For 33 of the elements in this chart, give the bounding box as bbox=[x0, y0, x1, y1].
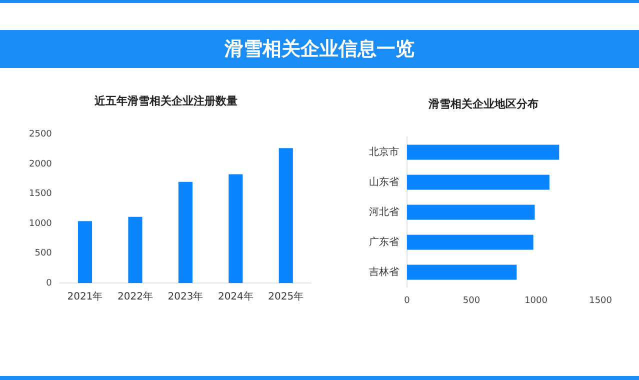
y-tick-label: 1000 bbox=[29, 218, 52, 229]
y-tick-label: 河北省 bbox=[369, 206, 399, 218]
x-tick-label: 2021年 bbox=[67, 290, 103, 303]
x-tick-label: 0 bbox=[404, 296, 410, 306]
x-tick-label: 2025年 bbox=[268, 290, 304, 303]
bar bbox=[78, 221, 92, 283]
bar bbox=[407, 144, 560, 160]
y-tick-label: 广东省 bbox=[369, 236, 399, 248]
y-tick-label: 北京市 bbox=[369, 146, 399, 158]
y-tick-label: 山东省 bbox=[369, 176, 399, 188]
x-tick-label: 1000 bbox=[524, 296, 548, 306]
bar bbox=[407, 234, 534, 250]
x-tick-label: 500 bbox=[462, 296, 480, 306]
y-tick-label: 吉林省 bbox=[369, 266, 399, 278]
text: 滑雪相关企业信息一览 bbox=[224, 37, 414, 62]
y-tick-label: 1500 bbox=[29, 189, 52, 200]
bar bbox=[407, 174, 550, 190]
x-tick-label: 2023年 bbox=[168, 290, 204, 303]
y-tick-label: 0 bbox=[46, 278, 52, 288]
bar bbox=[278, 148, 293, 283]
chart-title: 近五年滑雪相关企业注册数量 bbox=[94, 94, 238, 108]
y-tick-label: 2000 bbox=[29, 159, 52, 170]
bar bbox=[407, 204, 535, 220]
y-tick-label: 500 bbox=[34, 248, 52, 259]
bar bbox=[407, 264, 517, 280]
chart-title: 滑雪相关企业地区分布 bbox=[428, 97, 538, 110]
x-tick-label: 2022年 bbox=[118, 290, 153, 303]
x-tick-label: 2024年 bbox=[218, 290, 254, 303]
bar bbox=[128, 216, 142, 283]
bar bbox=[178, 182, 192, 283]
y-tick-label: 2500 bbox=[29, 130, 52, 140]
x-tick-label: 1500 bbox=[589, 296, 612, 306]
bar bbox=[228, 174, 243, 283]
